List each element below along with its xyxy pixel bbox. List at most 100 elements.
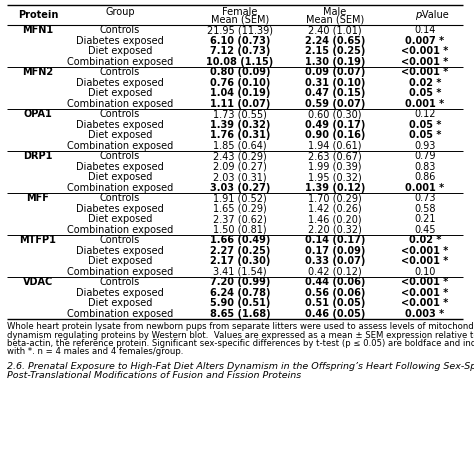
Text: <0.001 *: <0.001 * — [401, 246, 448, 256]
Text: p: p — [415, 10, 421, 20]
Text: 1.46 (0.20): 1.46 (0.20) — [308, 214, 362, 224]
Text: Male: Male — [323, 7, 346, 17]
Text: Diabetes exposed: Diabetes exposed — [76, 120, 164, 130]
Text: 2.17 (0.30): 2.17 (0.30) — [210, 256, 270, 266]
Text: Female: Female — [222, 7, 258, 17]
Text: 0.86: 0.86 — [414, 172, 436, 182]
Text: 10.08 (1.15): 10.08 (1.15) — [206, 57, 273, 67]
Text: Diet exposed: Diet exposed — [88, 214, 152, 224]
Text: 1.50 (0.81): 1.50 (0.81) — [213, 225, 267, 235]
Text: 6.24 (0.78): 6.24 (0.78) — [210, 288, 270, 298]
Text: Combination exposed: Combination exposed — [67, 309, 173, 319]
Text: 2.37 (0.62): 2.37 (0.62) — [213, 214, 267, 224]
Text: <0.001 *: <0.001 * — [401, 298, 448, 308]
Text: 1.11 (0.07): 1.11 (0.07) — [210, 99, 270, 109]
Text: 2.43 (0.29): 2.43 (0.29) — [213, 151, 267, 161]
Text: Controls: Controls — [100, 67, 140, 77]
Text: 0.46 (0.05): 0.46 (0.05) — [305, 309, 365, 319]
Text: Diabetes exposed: Diabetes exposed — [76, 288, 164, 298]
Text: 3.41 (1.54): 3.41 (1.54) — [213, 267, 267, 277]
Text: 0.001 *: 0.001 * — [405, 183, 445, 193]
Text: Diabetes exposed: Diabetes exposed — [76, 78, 164, 88]
Text: Group: Group — [105, 7, 135, 17]
Text: 0.76 (0.10): 0.76 (0.10) — [210, 78, 270, 88]
Text: 2.15 (0.25): 2.15 (0.25) — [305, 46, 365, 56]
Text: 0.003 *: 0.003 * — [405, 309, 445, 319]
Text: 2.09 (0.27): 2.09 (0.27) — [213, 162, 267, 172]
Text: 1.70 (0.29): 1.70 (0.29) — [308, 193, 362, 203]
Text: Combination exposed: Combination exposed — [67, 99, 173, 109]
Text: <0.001 *: <0.001 * — [401, 57, 448, 67]
Text: Controls: Controls — [100, 109, 140, 119]
Text: 0.83: 0.83 — [414, 162, 436, 172]
Text: 0.56 (0.06): 0.56 (0.06) — [305, 288, 365, 298]
Text: <0.001 *: <0.001 * — [401, 256, 448, 266]
Text: 0.58: 0.58 — [414, 204, 436, 214]
Text: <0.001 *: <0.001 * — [401, 277, 448, 287]
Text: OPA1: OPA1 — [24, 109, 52, 119]
Text: 2.63 (0.67): 2.63 (0.67) — [308, 151, 362, 161]
Text: 0.33 (0.07): 0.33 (0.07) — [305, 256, 365, 266]
Text: 0.49 (0.17): 0.49 (0.17) — [305, 120, 365, 130]
Text: Diet exposed: Diet exposed — [88, 298, 152, 308]
Text: 0.79: 0.79 — [414, 151, 436, 161]
Text: 1.95 (0.32): 1.95 (0.32) — [308, 172, 362, 182]
Text: 2.6. Prenatal Exposure to High-Fat Diet Alters Dynamism in the Offspring’s Heart: 2.6. Prenatal Exposure to High-Fat Diet … — [7, 362, 474, 371]
Text: Diet exposed: Diet exposed — [88, 46, 152, 56]
Text: 0.59 (0.07): 0.59 (0.07) — [305, 99, 365, 109]
Text: 0.14 (0.17): 0.14 (0.17) — [305, 235, 365, 245]
Text: MTFP1: MTFP1 — [19, 235, 56, 245]
Text: 1.76 (0.31): 1.76 (0.31) — [210, 130, 270, 140]
Text: 1.66 (0.49): 1.66 (0.49) — [210, 235, 270, 245]
Text: Diabetes exposed: Diabetes exposed — [76, 204, 164, 214]
Text: dynamism regulating proteins by Western blot.  Values are expressed as a mean ± : dynamism regulating proteins by Western … — [7, 331, 474, 339]
Text: 0.90 (0.16): 0.90 (0.16) — [305, 130, 365, 140]
Text: 0.21: 0.21 — [414, 214, 436, 224]
Text: 0.05 *: 0.05 * — [409, 130, 441, 140]
Text: 7.20 (0.99): 7.20 (0.99) — [210, 277, 270, 287]
Text: 1.99 (0.39): 1.99 (0.39) — [308, 162, 362, 172]
Text: 0.02 *: 0.02 * — [409, 78, 441, 88]
Text: 0.05 *: 0.05 * — [409, 88, 441, 98]
Text: VDAC: VDAC — [23, 277, 53, 287]
Text: 1.65 (0.29): 1.65 (0.29) — [213, 204, 267, 214]
Text: 1.04 (0.19): 1.04 (0.19) — [210, 88, 270, 98]
Text: Combination exposed: Combination exposed — [67, 141, 173, 151]
Text: MFN1: MFN1 — [22, 25, 54, 35]
Text: Diabetes exposed: Diabetes exposed — [76, 162, 164, 172]
Text: Whole heart protein lysate from newborn pups from separate litters were used to : Whole heart protein lysate from newborn … — [7, 322, 474, 331]
Text: 7.12 (0.73): 7.12 (0.73) — [210, 46, 270, 56]
Text: Combination exposed: Combination exposed — [67, 57, 173, 67]
Text: 0.51 (0.05): 0.51 (0.05) — [305, 298, 365, 308]
Text: Diet exposed: Diet exposed — [88, 130, 152, 140]
Text: 0.10: 0.10 — [414, 267, 436, 277]
Text: Controls: Controls — [100, 151, 140, 161]
Text: Diabetes exposed: Diabetes exposed — [76, 36, 164, 46]
Text: 0.001 *: 0.001 * — [405, 99, 445, 109]
Text: 1.30 (0.19): 1.30 (0.19) — [305, 57, 365, 67]
Text: <0.001 *: <0.001 * — [401, 46, 448, 56]
Text: 2.03 (0.31): 2.03 (0.31) — [213, 172, 267, 182]
Text: 0.17 (0.09): 0.17 (0.09) — [305, 246, 365, 256]
Text: 1.85 (0.64): 1.85 (0.64) — [213, 141, 267, 151]
Text: 0.44 (0.06): 0.44 (0.06) — [305, 277, 365, 287]
Text: 0.73: 0.73 — [414, 193, 436, 203]
Text: Controls: Controls — [100, 193, 140, 203]
Text: Combination exposed: Combination exposed — [67, 183, 173, 193]
Text: 0.80 (0.09): 0.80 (0.09) — [210, 67, 270, 77]
Text: 2.20 (0.32): 2.20 (0.32) — [308, 225, 362, 235]
Text: 3.03 (0.27): 3.03 (0.27) — [210, 183, 270, 193]
Text: beta-actin, the reference protein. Significant sex-specific differences by t-tes: beta-actin, the reference protein. Signi… — [7, 339, 474, 348]
Text: <0.001 *: <0.001 * — [401, 288, 448, 298]
Text: 1.42 (0.26): 1.42 (0.26) — [308, 204, 362, 214]
Text: 0.60 (0.30): 0.60 (0.30) — [308, 109, 362, 119]
Text: Combination exposed: Combination exposed — [67, 225, 173, 235]
Text: Diet exposed: Diet exposed — [88, 88, 152, 98]
Text: Protein: Protein — [18, 10, 58, 20]
Text: 0.05 *: 0.05 * — [409, 120, 441, 130]
Text: 2.40 (1.01): 2.40 (1.01) — [308, 25, 362, 35]
Text: 0.14: 0.14 — [414, 25, 436, 35]
Text: 1.94 (0.61): 1.94 (0.61) — [308, 141, 362, 151]
Text: MFN2: MFN2 — [22, 67, 54, 77]
Text: Mean (SEM): Mean (SEM) — [306, 14, 364, 24]
